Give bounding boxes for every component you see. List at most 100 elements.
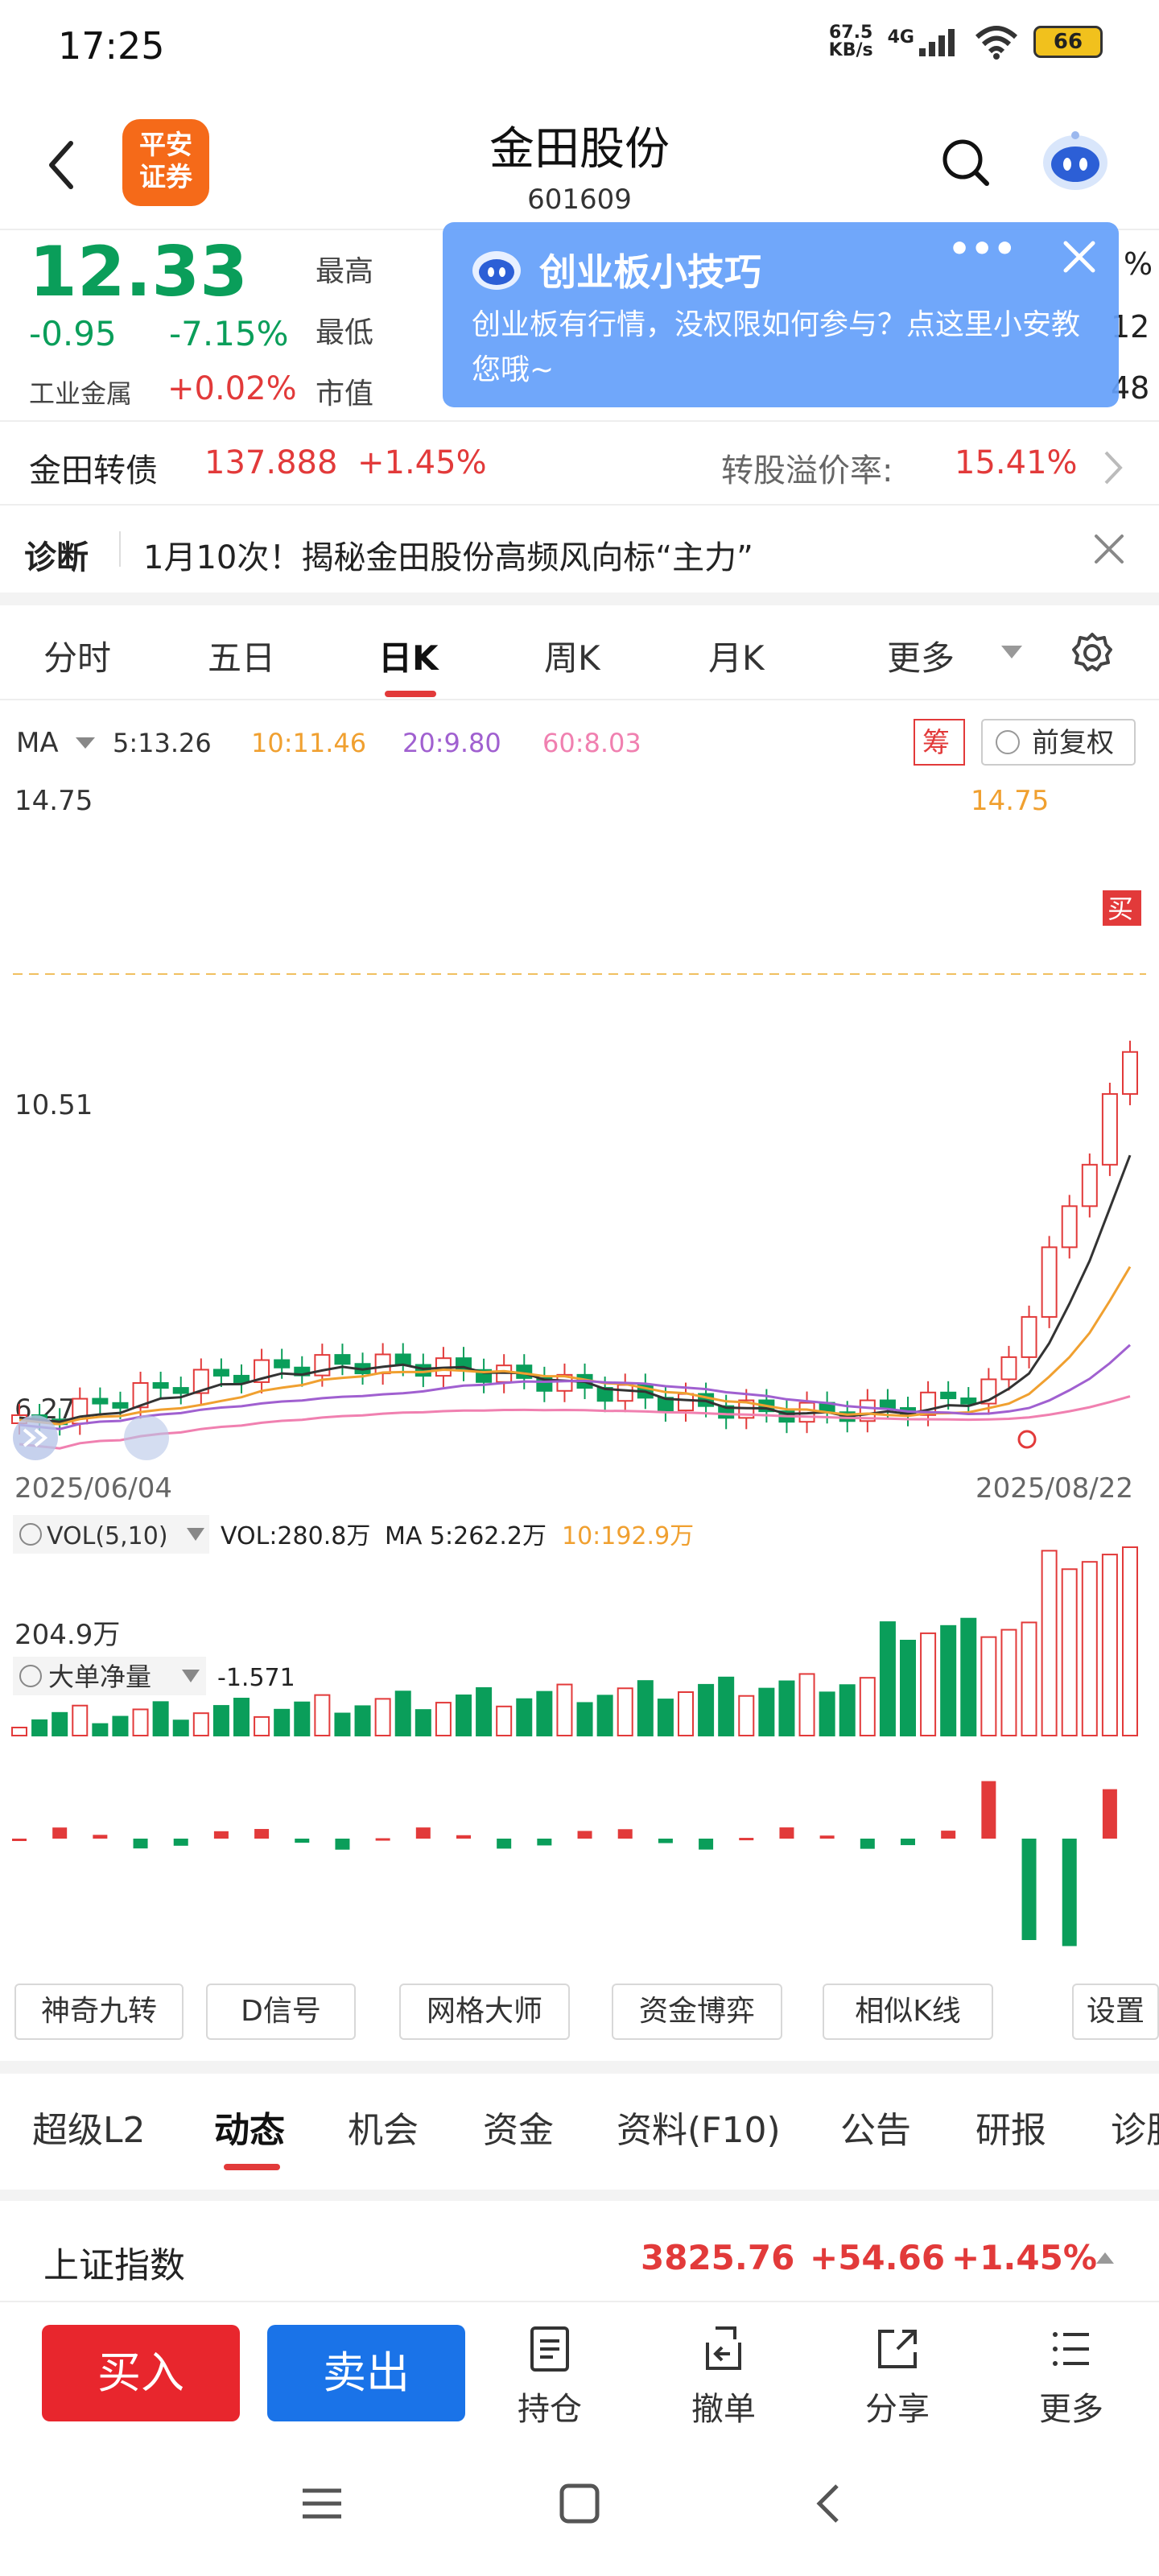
tab-weekly-k[interactable]: 周K — [544, 638, 600, 678]
buy-signal-marker[interactable] — [1103, 890, 1141, 926]
tool-capital-game[interactable]: 资金博弈 — [612, 1984, 782, 2040]
chart-overlay-button[interactable] — [124, 1415, 169, 1460]
chevron-right-icon[interactable] — [1101, 448, 1125, 488]
tool-settings[interactable]: 设置 — [1072, 1984, 1159, 2040]
net-flow-bar — [739, 1838, 754, 1841]
info-icon — [996, 730, 1020, 754]
date-start: 2025/06/04 — [14, 1472, 172, 1505]
volume-bar — [960, 1617, 977, 1737]
industry-name[interactable]: 工业金属 — [29, 378, 133, 409]
nav-home-icon[interactable] — [555, 2479, 604, 2528]
nav-back-icon[interactable] — [805, 2479, 853, 2528]
tip-popup[interactable]: 创业板小技巧 ••• 创业板有行情，没权限如何参与？点这里小安教您哦~ — [443, 222, 1119, 407]
candle — [1101, 1092, 1118, 1166]
flow-value: -1.571 — [217, 1664, 295, 1692]
robot-assistant-icon[interactable] — [1038, 129, 1112, 193]
tab-five-day[interactable]: 五日 — [208, 638, 276, 678]
flow-indicator-selector[interactable] — [13, 1657, 206, 1695]
tab-diagnosis[interactable]: 诊股 — [1111, 2110, 1159, 2151]
candle — [879, 1399, 896, 1410]
close-icon[interactable] — [1091, 531, 1127, 567]
tab-more[interactable]: 更多 — [887, 638, 955, 678]
candle — [92, 1397, 109, 1405]
search-icon[interactable] — [940, 137, 992, 188]
candle — [1041, 1246, 1058, 1318]
volume-bar — [496, 1705, 513, 1737]
tool-similar-kline[interactable]: 相似K线 — [823, 1984, 993, 2040]
candle — [112, 1402, 129, 1409]
tip-more-button[interactable]: ••• — [948, 229, 1017, 270]
price-axis-high: 14.75 — [14, 785, 93, 817]
bond-name[interactable]: 金田转债 — [29, 452, 158, 489]
volume-bar — [839, 1684, 856, 1736]
battery-icon: 66 — [1033, 26, 1103, 58]
price-change: -0.95 — [29, 314, 117, 353]
net-flow-bar — [617, 1829, 633, 1839]
back-icon[interactable] — [42, 137, 82, 193]
bottom-tab-indicator — [224, 2164, 280, 2170]
more-button[interactable]: 更多 — [1011, 2325, 1132, 2429]
diagnosis-label: 诊断 — [24, 539, 89, 576]
chip-button[interactable] — [914, 719, 965, 766]
volume-bar — [657, 1699, 674, 1737]
index-change-pct: +1.45% — [951, 2238, 1097, 2277]
tool-magic-nine[interactable]: 神奇九转 — [14, 1984, 184, 2040]
cancel-order-button[interactable]: 撤单 — [663, 2325, 784, 2429]
net-flow-bar — [981, 1781, 996, 1839]
candle — [1122, 1051, 1138, 1095]
buy-button[interactable]: 买入 — [42, 2325, 240, 2421]
event-marker[interactable] — [1017, 1430, 1037, 1449]
tab-dynamics[interactable]: 动态 — [214, 2110, 285, 2151]
caret-up-icon[interactable] — [1095, 2249, 1116, 2265]
index-change: +54.66 — [810, 2238, 946, 2277]
diagnosis-text[interactable]: 1月10次！揭秘金田股份高频风向标“主力” — [143, 539, 753, 576]
volume-bar — [798, 1673, 815, 1737]
price-change-pct: -7.15% — [169, 314, 289, 353]
volume-bar — [758, 1687, 775, 1736]
tab-opportunity[interactable]: 机会 — [348, 2110, 419, 2151]
bond-price: 137.888 — [204, 444, 338, 481]
tab-daily-k[interactable]: 日K — [378, 638, 439, 678]
volume-bar — [1021, 1621, 1037, 1737]
volume-bar — [72, 1704, 89, 1737]
position-button[interactable]: 持仓 — [489, 2325, 610, 2429]
tab-announcement[interactable]: 公告 — [840, 2110, 911, 2151]
sell-button[interactable]: 卖出 — [267, 2325, 465, 2421]
volume-bar — [576, 1702, 593, 1737]
net-flow-bar — [335, 1839, 350, 1850]
tab-f10[interactable]: 资料(F10) — [617, 2110, 781, 2151]
candle — [556, 1373, 573, 1392]
caret-down-icon[interactable] — [1000, 644, 1024, 660]
candle — [1021, 1315, 1037, 1358]
vol-axis-label: 204.9万 — [14, 1619, 120, 1651]
share-button[interactable]: 分享 — [837, 2325, 958, 2429]
kline-chart[interactable]: MA 5:13.26 10:11.46 20:9.80 60:8.03 筹 前复… — [0, 700, 1159, 1956]
net-flow-bar — [537, 1839, 552, 1846]
candle — [859, 1399, 876, 1422]
tab-capital[interactable]: 资金 — [483, 2110, 554, 2151]
bond-change: +1.45% — [357, 444, 487, 481]
net-flow-bar — [860, 1839, 875, 1849]
volume-bar — [394, 1690, 411, 1736]
tab-research[interactable]: 研报 — [975, 2110, 1046, 2151]
volume-bar — [738, 1695, 755, 1737]
net-flow-bar — [577, 1831, 592, 1839]
volume-bar — [172, 1719, 189, 1736]
adjust-button[interactable] — [981, 719, 1136, 766]
nav-menu-icon[interactable] — [298, 2479, 346, 2528]
vol-indicator-selector[interactable] — [13, 1515, 209, 1554]
ma-dropdown-icon[interactable] — [76, 737, 95, 749]
tab-super-l2[interactable]: 超级L2 — [32, 2110, 146, 2151]
close-icon[interactable] — [1059, 237, 1099, 277]
candle — [374, 1353, 391, 1375]
volume-bar — [192, 1712, 209, 1736]
tool-d-signal[interactable]: D信号 — [206, 1984, 356, 2040]
ma-legend-label[interactable]: MA — [16, 727, 59, 759]
gear-icon[interactable] — [1070, 631, 1114, 675]
stock-name[interactable]: 金田股份 — [489, 123, 670, 175]
tab-monthly-k[interactable]: 月K — [708, 638, 765, 678]
net-flow-bar — [52, 1827, 68, 1839]
tool-grid-master[interactable]: 网格大师 — [399, 1984, 570, 2040]
tab-intraday[interactable]: 分时 — [43, 638, 112, 678]
index-name[interactable]: 上证指数 — [43, 2245, 185, 2286]
